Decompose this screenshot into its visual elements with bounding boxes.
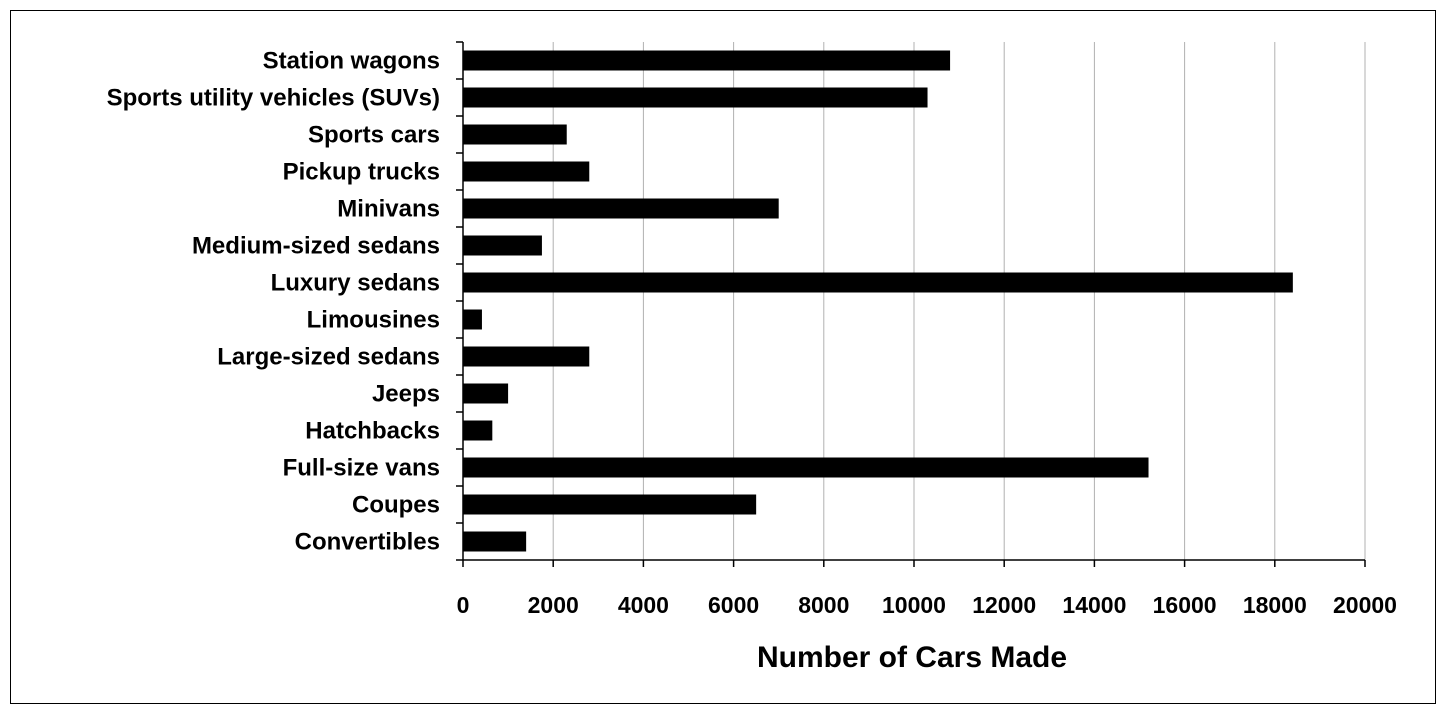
axis-ticks bbox=[456, 41, 1366, 567]
bar bbox=[463, 531, 527, 552]
x-tick-label: 16000 bbox=[1153, 592, 1217, 618]
category-label: Convertibles bbox=[295, 529, 440, 556]
x-tick-label: 0 bbox=[457, 592, 470, 618]
category-label: Minivans bbox=[337, 196, 440, 223]
bars bbox=[463, 50, 1293, 552]
x-tick-label: 18000 bbox=[1243, 592, 1307, 618]
category-label: Jeeps bbox=[372, 381, 440, 408]
bar bbox=[463, 124, 567, 145]
x-tick-label: 6000 bbox=[708, 592, 759, 618]
x-axis-title: Number of Cars Made bbox=[757, 641, 1067, 674]
category-label: Luxury sedans bbox=[271, 270, 440, 297]
category-label: Full-size vans bbox=[283, 455, 440, 482]
x-tick-label: 12000 bbox=[972, 592, 1036, 618]
category-label: Station wagons bbox=[263, 48, 440, 75]
chart-frame bbox=[10, 10, 1436, 704]
x-tick-label: 14000 bbox=[1062, 592, 1126, 618]
category-label: Medium-sized sedans bbox=[192, 233, 440, 260]
category-label: Sports utility vehicles (SUVs) bbox=[107, 85, 440, 112]
category-label: Pickup trucks bbox=[283, 159, 440, 186]
bar bbox=[463, 272, 1293, 293]
bar bbox=[463, 198, 779, 219]
bar bbox=[463, 383, 509, 404]
bar bbox=[463, 50, 951, 71]
x-tick-label: 8000 bbox=[798, 592, 849, 618]
gridlines bbox=[552, 42, 1366, 560]
category-labels: Station wagons Sports utility vehicles (S… bbox=[107, 48, 440, 556]
bar bbox=[463, 87, 928, 108]
x-tick-labels: 0 2000 4000 6000 8000 10000 12000 14000 16000 180… bbox=[457, 592, 1397, 618]
x-tick-label: 20000 bbox=[1333, 592, 1397, 618]
category-label: Coupes bbox=[352, 492, 440, 519]
bar bbox=[463, 346, 590, 367]
bar bbox=[463, 235, 542, 256]
x-tick-label: 4000 bbox=[618, 592, 669, 618]
x-tick-label: 2000 bbox=[528, 592, 579, 618]
bar bbox=[463, 420, 493, 441]
category-label: Sports cars bbox=[308, 122, 440, 149]
bar bbox=[463, 494, 757, 515]
category-label: Large-sized sedans bbox=[217, 344, 440, 371]
bar bbox=[463, 309, 482, 330]
bar bbox=[463, 161, 590, 182]
category-label: Limousines bbox=[307, 307, 440, 334]
x-tick-label: 10000 bbox=[882, 592, 946, 618]
category-label: Hatchbacks bbox=[305, 418, 440, 445]
bar bbox=[463, 457, 1149, 478]
